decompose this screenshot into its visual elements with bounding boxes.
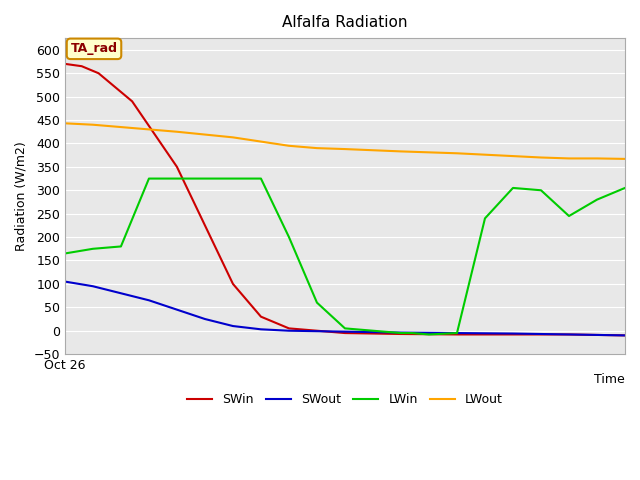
Y-axis label: Radiation (W/m2): Radiation (W/m2) — [15, 141, 28, 251]
Text: TA_rad: TA_rad — [70, 42, 118, 55]
Text: Time: Time — [595, 373, 625, 386]
Title: Alfalfa Radiation: Alfalfa Radiation — [282, 15, 408, 30]
Legend: SWin, SWout, LWin, LWout: SWin, SWout, LWin, LWout — [182, 388, 508, 411]
